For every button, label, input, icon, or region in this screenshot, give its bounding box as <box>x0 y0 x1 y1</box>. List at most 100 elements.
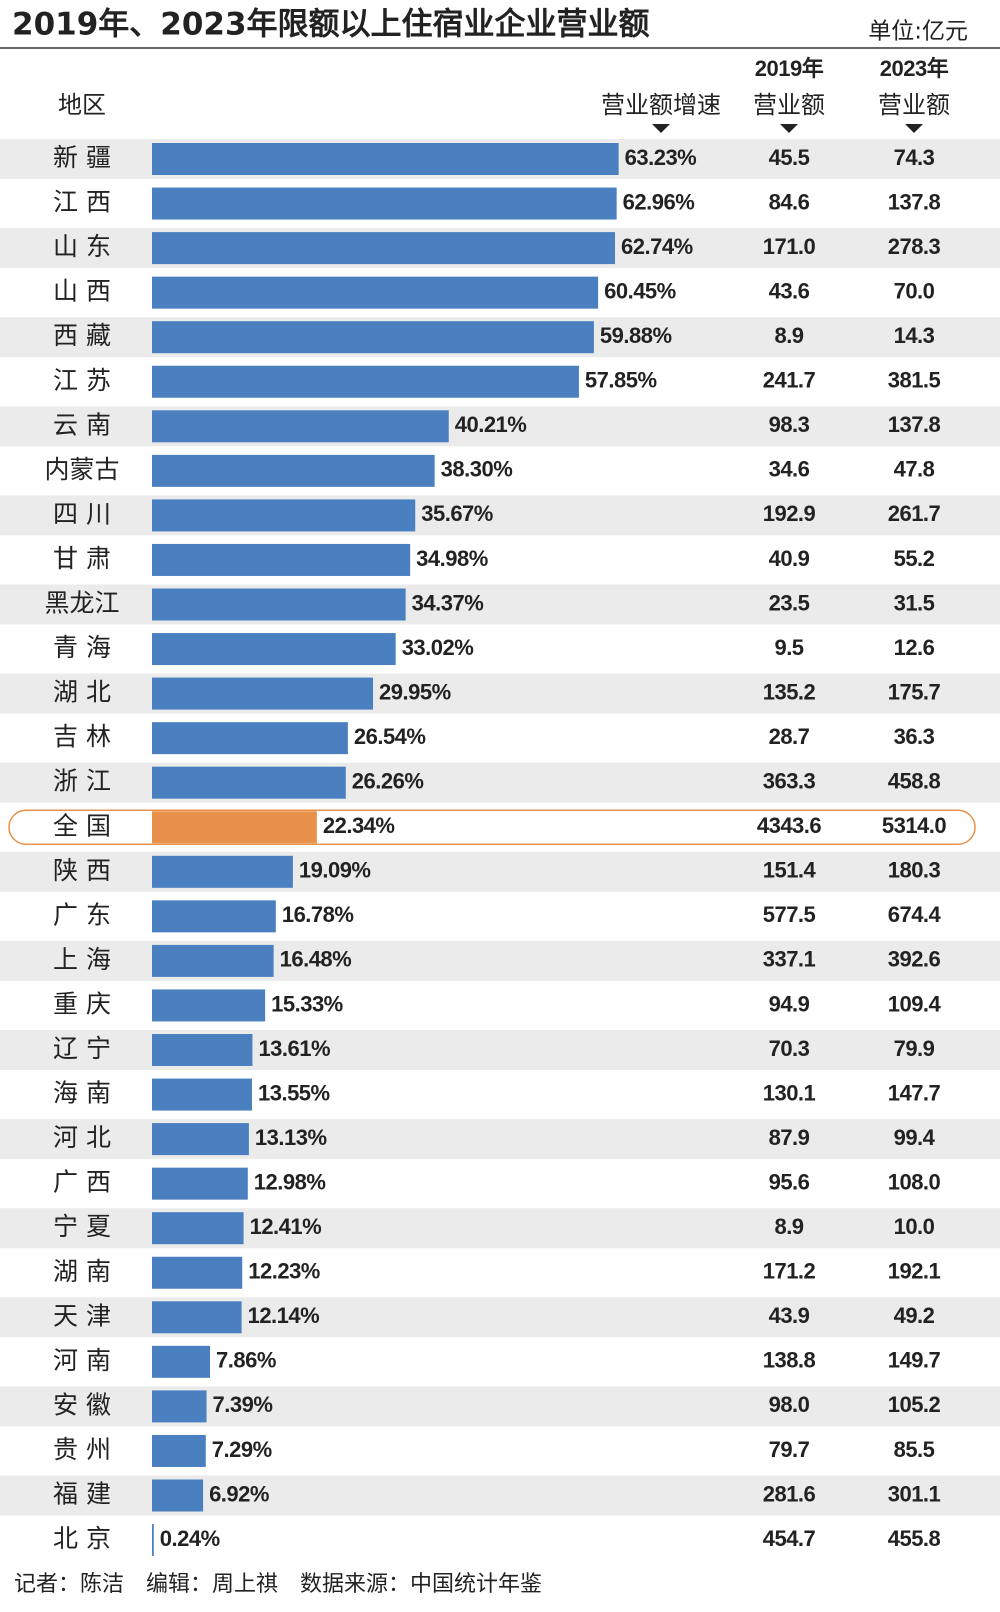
bar <box>152 365 579 398</box>
row-stripe <box>0 673 1000 714</box>
bar <box>152 1301 242 1334</box>
column-header: 营业额增速 <box>601 91 721 119</box>
table-cell: 98.0 <box>769 1392 810 1417</box>
table-cell: 261.7 <box>888 501 941 526</box>
value-label: 7.29% <box>212 1437 272 1462</box>
bar <box>152 944 274 977</box>
value-label: 7.39% <box>213 1392 273 1417</box>
sort-arrow <box>905 124 923 133</box>
value-label: 6.92% <box>209 1481 269 1506</box>
category-label: 青 海 <box>53 633 111 662</box>
bar <box>152 499 416 532</box>
table-cell: 147.7 <box>888 1080 941 1105</box>
table-cell: 9.5 <box>774 635 803 660</box>
table-cell: 55.2 <box>894 546 935 571</box>
sort-arrow <box>652 124 670 133</box>
column-header: 2019年 <box>755 56 824 81</box>
table-cell: 47.8 <box>894 457 935 482</box>
bar <box>152 1390 207 1423</box>
column-header: 营业额 <box>878 91 950 119</box>
value-label: 12.41% <box>250 1214 322 1239</box>
category-label: 江 西 <box>53 188 111 217</box>
value-label: 62.74% <box>621 234 693 259</box>
table-cell: 31.5 <box>894 590 935 615</box>
value-label: 16.48% <box>280 947 352 972</box>
category-label: 湖 南 <box>53 1257 111 1286</box>
bar <box>152 900 276 933</box>
row-stripe <box>0 495 1000 536</box>
value-label: 7.86% <box>216 1348 276 1373</box>
value-label: 62.96% <box>623 189 695 214</box>
table-cell: 171.0 <box>763 234 816 259</box>
category-label: 江 苏 <box>53 366 111 395</box>
bar <box>152 321 594 354</box>
table-cell: 87.9 <box>769 1125 810 1150</box>
table-cell: 337.1 <box>763 947 816 972</box>
value-label: 12.14% <box>248 1303 320 1328</box>
value-label: 34.98% <box>416 546 488 571</box>
table-cell: 137.8 <box>888 412 941 437</box>
row-stripe <box>0 851 1000 892</box>
table-cell: 8.9 <box>774 1214 803 1239</box>
table-cell: 151.4 <box>763 858 817 883</box>
table-cell: 278.3 <box>888 234 941 259</box>
bar <box>152 1167 248 1200</box>
value-label: 35.67% <box>421 501 493 526</box>
value-label: 12.98% <box>254 1169 326 1194</box>
bar <box>152 1123 249 1156</box>
bar <box>152 989 266 1022</box>
table-cell: 301.1 <box>888 1481 941 1506</box>
table-cell: 36.3 <box>894 724 935 749</box>
bar <box>152 855 293 888</box>
bar <box>152 1524 154 1557</box>
table-cell: 180.3 <box>888 858 941 883</box>
table-cell: 130.1 <box>763 1080 816 1105</box>
bar <box>152 633 396 666</box>
table-cell: 98.3 <box>769 412 810 437</box>
category-label: 四 川 <box>53 499 111 528</box>
category-label: 云 南 <box>53 410 111 439</box>
bar <box>152 276 599 309</box>
bar <box>152 1034 253 1066</box>
value-label: 16.78% <box>282 902 354 927</box>
unit-label: 单位:亿元 <box>868 19 968 45</box>
column-header: 营业额 <box>753 91 825 119</box>
chart-title: 2019年、2023年限额以上住宿业企业营业额 <box>12 7 650 43</box>
column-header: 2023年 <box>880 56 949 81</box>
category-label: 河 南 <box>53 1346 111 1375</box>
table-cell: 105.2 <box>888 1392 941 1417</box>
value-label: 13.61% <box>258 1036 330 1061</box>
table-cell: 8.9 <box>774 323 803 348</box>
sort-arrow <box>780 124 798 133</box>
highlight-outline <box>8 809 976 845</box>
footer: 记者：陈洁 编辑：周上祺 数据来源：中国统计年鉴 <box>14 1572 542 1597</box>
row-stripe <box>0 1475 1000 1516</box>
value-label: 33.02% <box>402 635 474 660</box>
category-label: 上 海 <box>53 945 111 974</box>
row-stripe <box>0 1119 1000 1160</box>
table-cell: 363.3 <box>763 769 816 794</box>
row-stripe <box>0 1208 1000 1249</box>
value-label: 26.26% <box>352 769 424 794</box>
table-cell: 171.2 <box>763 1259 816 1284</box>
value-label: 59.88% <box>600 323 672 348</box>
category-label: 福 建 <box>53 1480 111 1509</box>
value-label: 22.34% <box>323 813 395 838</box>
table-cell: 241.7 <box>763 368 816 393</box>
category-label: 广 西 <box>53 1168 111 1197</box>
value-label: 40.21% <box>455 412 527 437</box>
category-label: 河 北 <box>53 1123 111 1152</box>
category-label: 西 藏 <box>53 321 111 350</box>
value-label: 12.23% <box>248 1259 320 1284</box>
value-label: 38.30% <box>441 457 513 482</box>
table-cell: 458.8 <box>888 769 941 794</box>
bar <box>152 1345 211 1378</box>
category-label: 黑龙江 <box>44 589 119 618</box>
table-cell: 28.7 <box>769 724 810 749</box>
table-cell: 149.7 <box>888 1348 941 1373</box>
category-label: 新 疆 <box>53 143 111 172</box>
value-label: 0.24% <box>160 1526 220 1551</box>
table-cell: 79.9 <box>894 1036 935 1061</box>
